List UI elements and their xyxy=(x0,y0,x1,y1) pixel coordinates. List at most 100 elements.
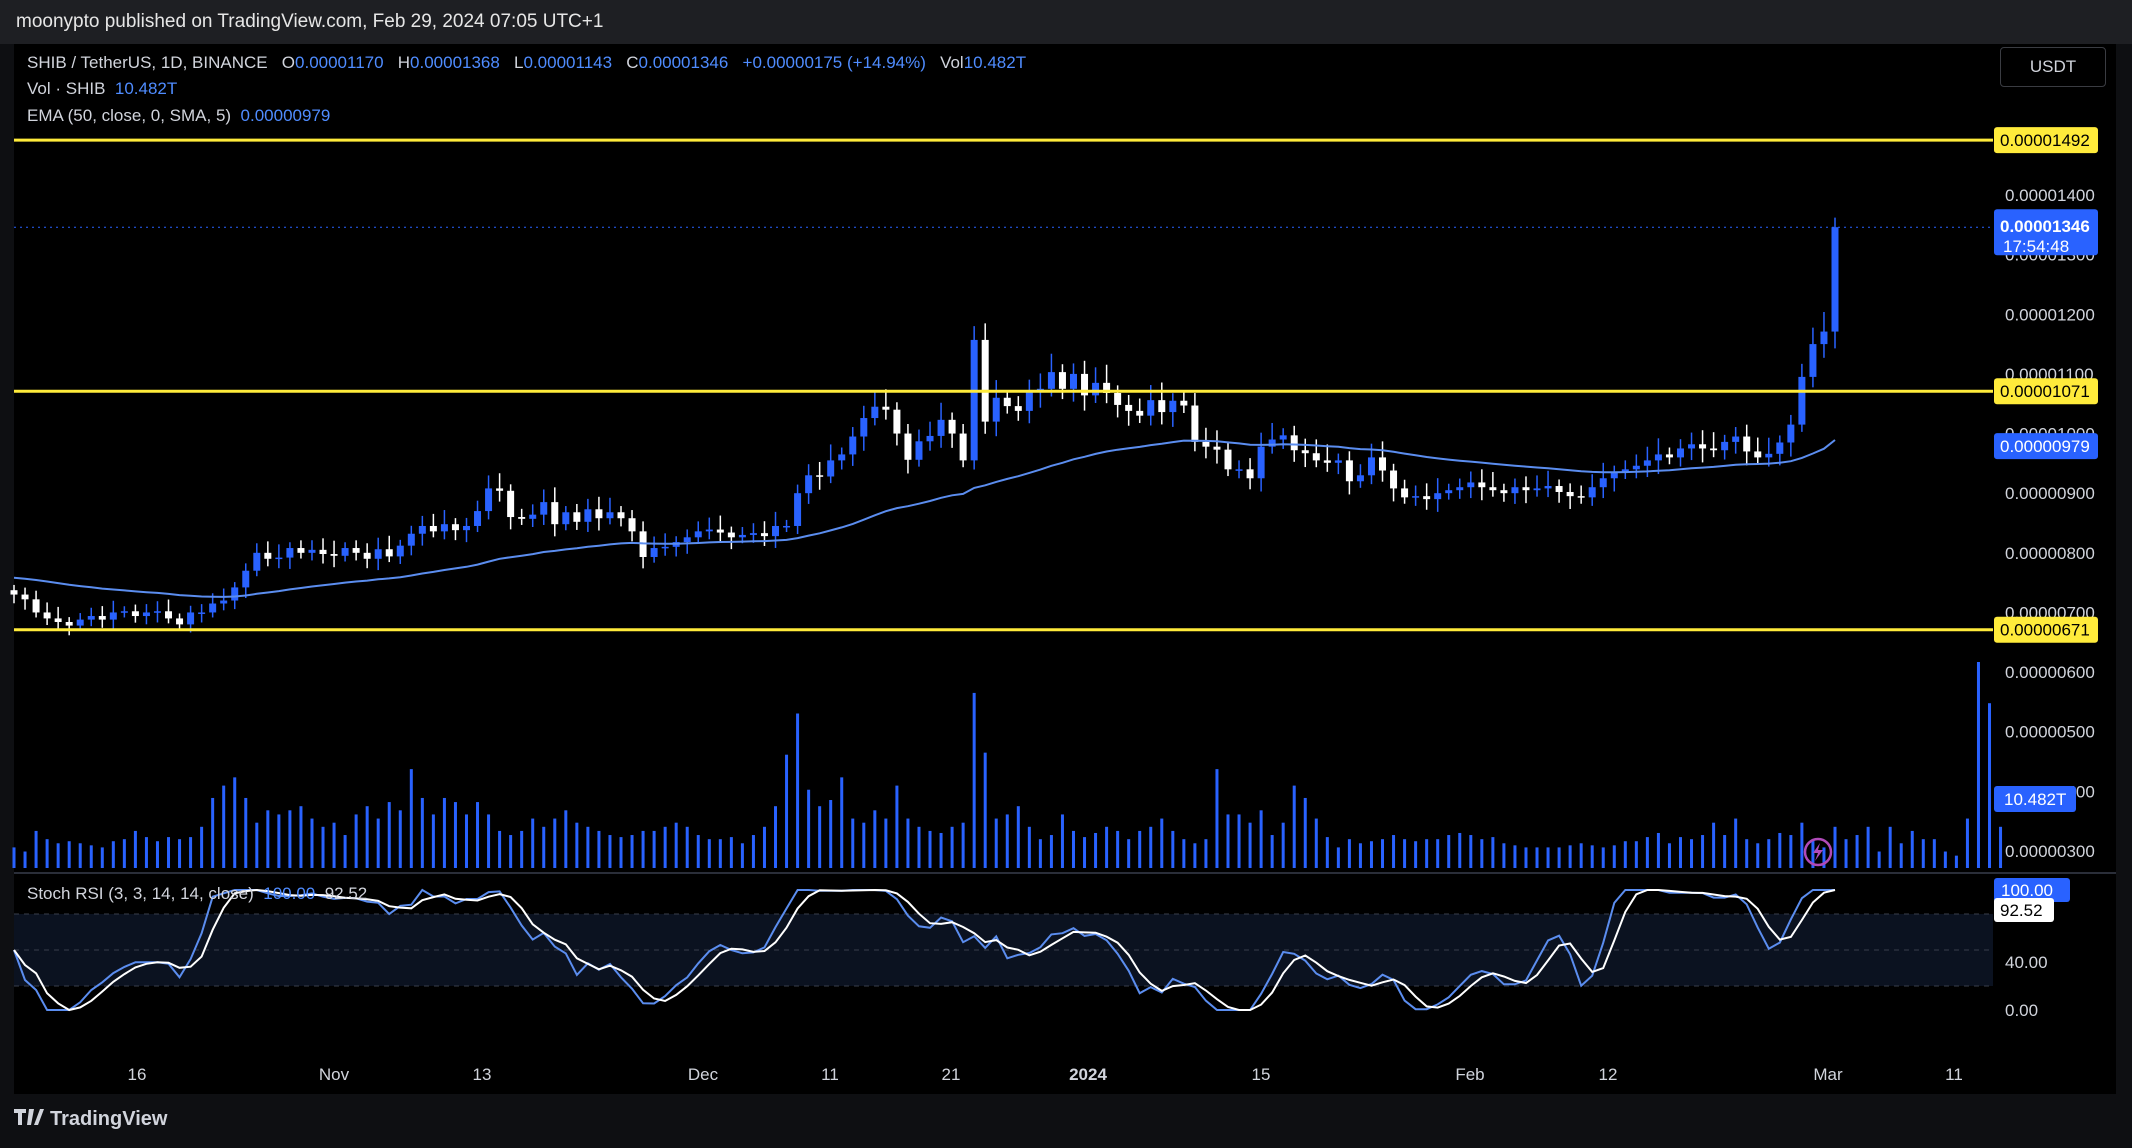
candle-body xyxy=(1025,392,1033,411)
candle-body xyxy=(286,548,294,558)
volume-bar xyxy=(1425,839,1429,868)
candle-body xyxy=(21,594,29,600)
candle-body xyxy=(816,475,824,477)
candle-body xyxy=(198,612,206,614)
candle-body xyxy=(992,397,1000,422)
time-tick: 2024 xyxy=(1069,1065,1107,1084)
volume-legend[interactable]: Vol · SHIB 10.482T xyxy=(27,79,177,99)
volume-bar xyxy=(365,806,369,868)
candle-body xyxy=(1820,331,1828,345)
candle-body xyxy=(1489,487,1497,491)
volume-bar xyxy=(619,837,623,868)
volume-bar xyxy=(509,835,513,868)
volume-bar xyxy=(950,826,954,868)
candle-body xyxy=(1125,404,1133,411)
volume-bar xyxy=(1701,835,1705,868)
candle-body xyxy=(297,548,305,553)
volume-bar xyxy=(1590,845,1594,868)
candle-body xyxy=(474,511,482,526)
ema-legend-value: 0.00000979 xyxy=(240,106,331,125)
candle-body xyxy=(1323,460,1331,463)
candle-body xyxy=(142,612,150,617)
volume-bar xyxy=(1248,822,1252,868)
volume-bar xyxy=(321,826,325,868)
volume-bar xyxy=(1303,797,1307,868)
volume-bar xyxy=(1712,822,1716,868)
volume-bar xyxy=(167,837,171,868)
volume-bar xyxy=(1116,830,1120,868)
volume-bar xyxy=(1292,785,1296,868)
volume-bar xyxy=(78,843,82,868)
ema-legend-label: EMA (50, close, 0, SMA, 5) xyxy=(27,106,232,125)
candle-body xyxy=(1809,344,1817,377)
volume-bar xyxy=(1105,826,1109,868)
volume-bar xyxy=(1866,826,1870,868)
volume-bar xyxy=(189,837,193,868)
stoch-legend[interactable]: Stoch RSI (3, 3, 14, 14, close) 100.00 9… xyxy=(27,884,367,904)
candle-body xyxy=(595,509,603,519)
volume-bar xyxy=(1910,830,1914,868)
stoch-tick: 0.00 xyxy=(2005,1001,2038,1020)
volume-bar xyxy=(255,822,259,868)
tradingview-branding[interactable]: TradingView xyxy=(14,1108,167,1131)
volume-bar xyxy=(1237,814,1241,868)
time-tick: 12 xyxy=(1599,1065,1618,1084)
ema-badge xyxy=(1994,433,2098,460)
candle-body xyxy=(1246,469,1254,479)
candle-body xyxy=(330,554,338,556)
candle-body xyxy=(341,548,349,556)
close-label: C xyxy=(626,53,639,72)
candle-body xyxy=(120,611,128,613)
volume-bar xyxy=(420,797,424,868)
candle-body xyxy=(650,548,658,557)
volume-bar xyxy=(1016,806,1020,868)
volume-bar xyxy=(972,692,976,868)
close-value: 0.00001346 xyxy=(638,53,729,72)
level-badge-label: 0.00001071 xyxy=(2000,382,2090,401)
candle-body xyxy=(352,548,360,553)
last-price-badge xyxy=(1994,209,2098,256)
candle-body xyxy=(32,599,40,613)
volume-bar xyxy=(409,769,413,868)
volume-bar xyxy=(597,830,601,868)
candle-body xyxy=(915,441,923,460)
volume-bar xyxy=(1149,826,1153,868)
candle-body xyxy=(783,525,791,528)
candle-body xyxy=(749,533,757,535)
volume-bar xyxy=(222,785,226,868)
volume-bar xyxy=(453,802,457,868)
volume-bar xyxy=(1943,851,1947,868)
candle-body xyxy=(1577,496,1585,498)
volume-bar xyxy=(542,826,546,868)
candle-body xyxy=(584,509,592,522)
volume-bar xyxy=(851,818,855,868)
candle-body xyxy=(131,611,139,617)
candle-body xyxy=(1743,436,1751,452)
open-label: O xyxy=(281,53,296,72)
volume-legend-value: 10.482T xyxy=(114,79,178,98)
candle-body xyxy=(109,612,117,620)
volume-bar xyxy=(1038,839,1042,868)
volume-bar xyxy=(1756,843,1760,868)
candle-body xyxy=(1092,382,1100,396)
volume-bar xyxy=(299,806,303,868)
candle-body xyxy=(716,529,724,533)
currency-button[interactable]: USDT xyxy=(2000,47,2106,87)
candle-body xyxy=(871,406,879,419)
volume-bar xyxy=(144,837,148,868)
volume-bar xyxy=(762,826,766,868)
volume-bar xyxy=(1403,839,1407,868)
ema-legend[interactable]: EMA (50, close, 0, SMA, 5) 0.00000979 xyxy=(27,106,330,126)
candle-body xyxy=(705,529,713,532)
volume-bar xyxy=(1811,839,1815,868)
volume-bar xyxy=(1546,847,1550,868)
volume-bar xyxy=(34,830,38,868)
candle-body xyxy=(805,475,813,494)
volume-bar xyxy=(1005,814,1009,868)
volume-bar xyxy=(487,814,491,868)
volume-bar xyxy=(387,802,391,868)
volume-bar xyxy=(520,830,524,868)
candle-body xyxy=(374,549,382,559)
symbol-name[interactable]: SHIB / TetherUS, 1D, BINANCE xyxy=(27,53,268,72)
